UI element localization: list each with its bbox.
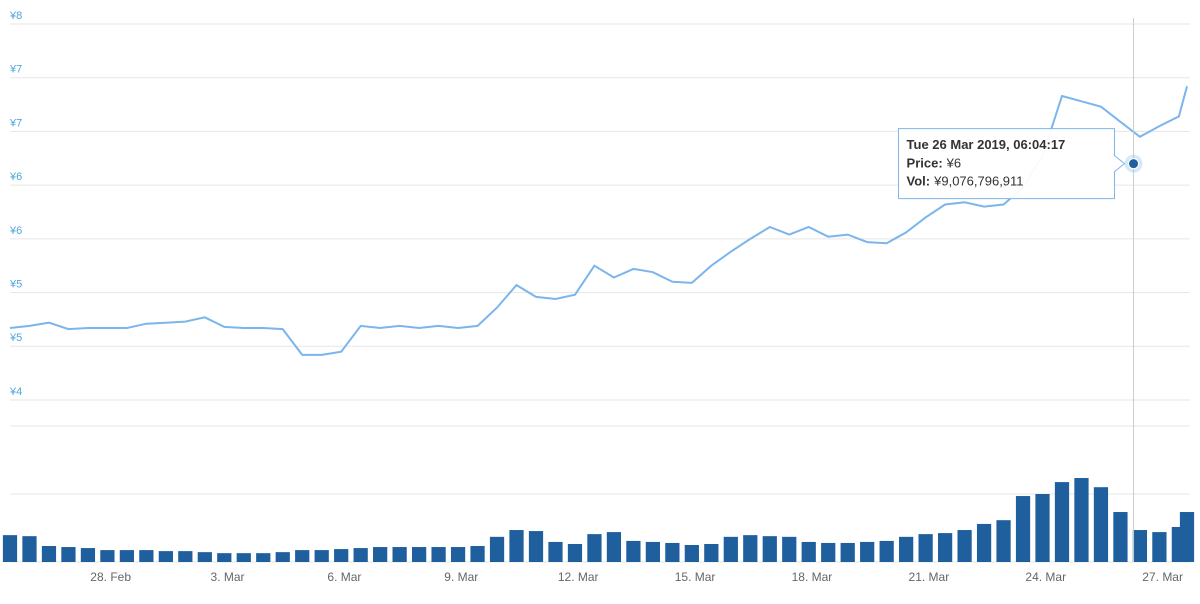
tooltip-volume-key: Vol: (907, 174, 931, 189)
y-tick-label: ¥5 (9, 278, 22, 290)
tooltip-price: Price: ¥6 (907, 156, 962, 171)
x-tick-label: 3. Mar (211, 570, 245, 584)
volume-bar (256, 553, 271, 562)
y-tick-label: ¥4 (9, 386, 22, 398)
y-tick-label: ¥5 (9, 332, 22, 344)
volume-bar (80, 548, 96, 562)
volume-bar (548, 541, 563, 562)
volume-bar (665, 542, 680, 562)
volume-bar (704, 543, 719, 562)
volume-bar (41, 546, 57, 562)
volume-bar (1015, 496, 1031, 562)
tooltip-title: Tue 26 Mar 2019, 06:04:17 (907, 137, 1066, 152)
volume-bar (782, 536, 797, 562)
volume-bar (217, 553, 232, 562)
volume-bar (489, 536, 505, 562)
y-tick-label: ¥8 (9, 10, 22, 22)
volume-bar (528, 531, 544, 562)
volume-bar (450, 547, 466, 562)
x-tick-label: 28. Feb (90, 570, 131, 584)
volume-bar (879, 540, 894, 562)
volume-bar (743, 535, 758, 562)
volume-bar (119, 550, 135, 562)
volume-bar (509, 530, 524, 562)
x-tick-label: 27. Mar (1142, 570, 1183, 584)
volume-bar (139, 550, 154, 562)
volume-bar (723, 536, 738, 562)
volume-bar (22, 536, 37, 562)
x-tick-label: 6. Mar (327, 570, 361, 584)
volume-bar (860, 541, 875, 562)
tooltip-box (898, 128, 1126, 200)
volume-bar (295, 550, 310, 562)
volume-bar (899, 536, 914, 562)
y-tick-label: ¥6 (9, 171, 22, 183)
volume-bar (587, 534, 602, 562)
volume-bar (470, 546, 485, 562)
hover-marker (1128, 158, 1140, 170)
volume-bar (918, 534, 933, 562)
volume-bar (606, 532, 622, 562)
volume-bar (567, 543, 583, 562)
volume-bar (373, 547, 388, 562)
x-tick-label: 24. Mar (1025, 570, 1066, 584)
x-tick-label: 15. Mar (675, 570, 716, 584)
volume-bar (197, 552, 212, 562)
volume-bar (178, 551, 193, 562)
tooltip-volume: Vol: ¥9,076,796,911 (907, 174, 1024, 189)
volume-bar (334, 549, 349, 562)
volume-bar (411, 547, 427, 562)
volume-bar (801, 541, 816, 562)
volume-bar (431, 547, 446, 562)
price-line (9, 86, 1188, 356)
volume-bar (684, 545, 699, 562)
tooltip-price-key: Price: (907, 156, 943, 171)
x-tick-label: 12. Mar (558, 570, 599, 584)
volume-bar (996, 520, 1011, 562)
volume-bar (1152, 532, 1167, 562)
volume-bar (100, 550, 115, 562)
volume-bar (158, 551, 173, 562)
x-tick-label: 21. Mar (909, 570, 950, 584)
tooltip-price-value: ¥6 (946, 156, 961, 171)
volume-bar (392, 547, 407, 562)
y-tick-label: ¥7 (9, 117, 22, 129)
x-tick-label: 18. Mar (792, 570, 833, 584)
volume-bar (1093, 487, 1109, 562)
volume-bar (353, 548, 368, 562)
volume-bar (840, 542, 855, 562)
volume-bar (2, 535, 18, 562)
volume-bar (314, 550, 329, 562)
x-tick-label: 9. Mar (444, 570, 478, 584)
volume-bar (645, 541, 661, 562)
volume-bar (762, 536, 777, 562)
volume-bar (976, 523, 992, 562)
volume-bar (61, 547, 76, 562)
volume-bar (1054, 482, 1070, 562)
volume-bar (626, 540, 641, 562)
volume-bar (1035, 494, 1050, 562)
tooltip-volume-value: ¥9,076,796,911 (933, 174, 1023, 189)
y-tick-label: ¥6 (9, 225, 22, 237)
volume-bar (821, 542, 836, 562)
volume-bar (1179, 512, 1195, 562)
volume-bar (957, 530, 972, 562)
volume-bar (937, 533, 953, 562)
volume-bar (275, 552, 290, 562)
volume-bar (1132, 530, 1148, 562)
y-tick-label: ¥7 (9, 64, 22, 76)
volume-bar (1113, 512, 1128, 562)
volume-bar (1074, 478, 1089, 562)
volume-bar (236, 553, 251, 562)
